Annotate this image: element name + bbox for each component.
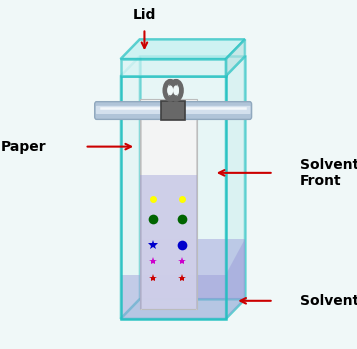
- Bar: [121, 275, 226, 319]
- FancyBboxPatch shape: [95, 102, 252, 119]
- Bar: [140, 99, 197, 309]
- Text: Paper: Paper: [1, 140, 46, 154]
- FancyBboxPatch shape: [96, 106, 250, 114]
- FancyBboxPatch shape: [161, 101, 185, 120]
- Bar: [140, 174, 197, 309]
- Polygon shape: [140, 57, 245, 299]
- Text: Solvent: Solvent: [300, 294, 357, 308]
- Polygon shape: [121, 299, 245, 319]
- Polygon shape: [121, 39, 245, 59]
- Text: Lid: Lid: [133, 8, 156, 22]
- Polygon shape: [121, 57, 140, 319]
- Polygon shape: [226, 239, 245, 319]
- Ellipse shape: [167, 86, 173, 95]
- Polygon shape: [226, 39, 245, 76]
- Bar: [121, 59, 226, 76]
- Ellipse shape: [173, 86, 179, 95]
- Polygon shape: [226, 57, 245, 319]
- Polygon shape: [140, 239, 245, 299]
- Text: Solvent
Front: Solvent Front: [300, 158, 357, 188]
